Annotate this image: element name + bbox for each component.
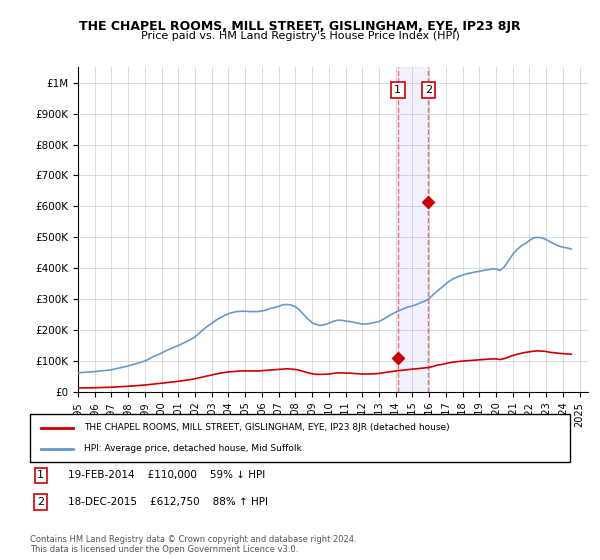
Text: 1: 1 [37,470,44,480]
Text: Price paid vs. HM Land Registry's House Price Index (HPI): Price paid vs. HM Land Registry's House … [140,31,460,41]
Text: 19-FEB-2014    £110,000    59% ↓ HPI: 19-FEB-2014 £110,000 59% ↓ HPI [68,470,265,480]
Text: 1: 1 [394,85,401,95]
FancyBboxPatch shape [30,414,570,462]
Text: THE CHAPEL ROOMS, MILL STREET, GISLINGHAM, EYE, IP23 8JR: THE CHAPEL ROOMS, MILL STREET, GISLINGHA… [79,20,521,32]
Text: 2: 2 [37,497,44,507]
Bar [398,67,428,392]
Text: THE CHAPEL ROOMS, MILL STREET, GISLINGHAM, EYE, IP23 8JR (detached house): THE CHAPEL ROOMS, MILL STREET, GISLINGHA… [84,423,449,432]
Text: HPI: Average price, detached house, Mid Suffolk: HPI: Average price, detached house, Mid … [84,444,302,453]
Text: 18-DEC-2015    £612,750    88% ↑ HPI: 18-DEC-2015 £612,750 88% ↑ HPI [68,497,268,507]
Text: Contains HM Land Registry data © Crown copyright and database right 2024.
This d: Contains HM Land Registry data © Crown c… [30,535,356,554]
Text: 2: 2 [425,85,432,95]
